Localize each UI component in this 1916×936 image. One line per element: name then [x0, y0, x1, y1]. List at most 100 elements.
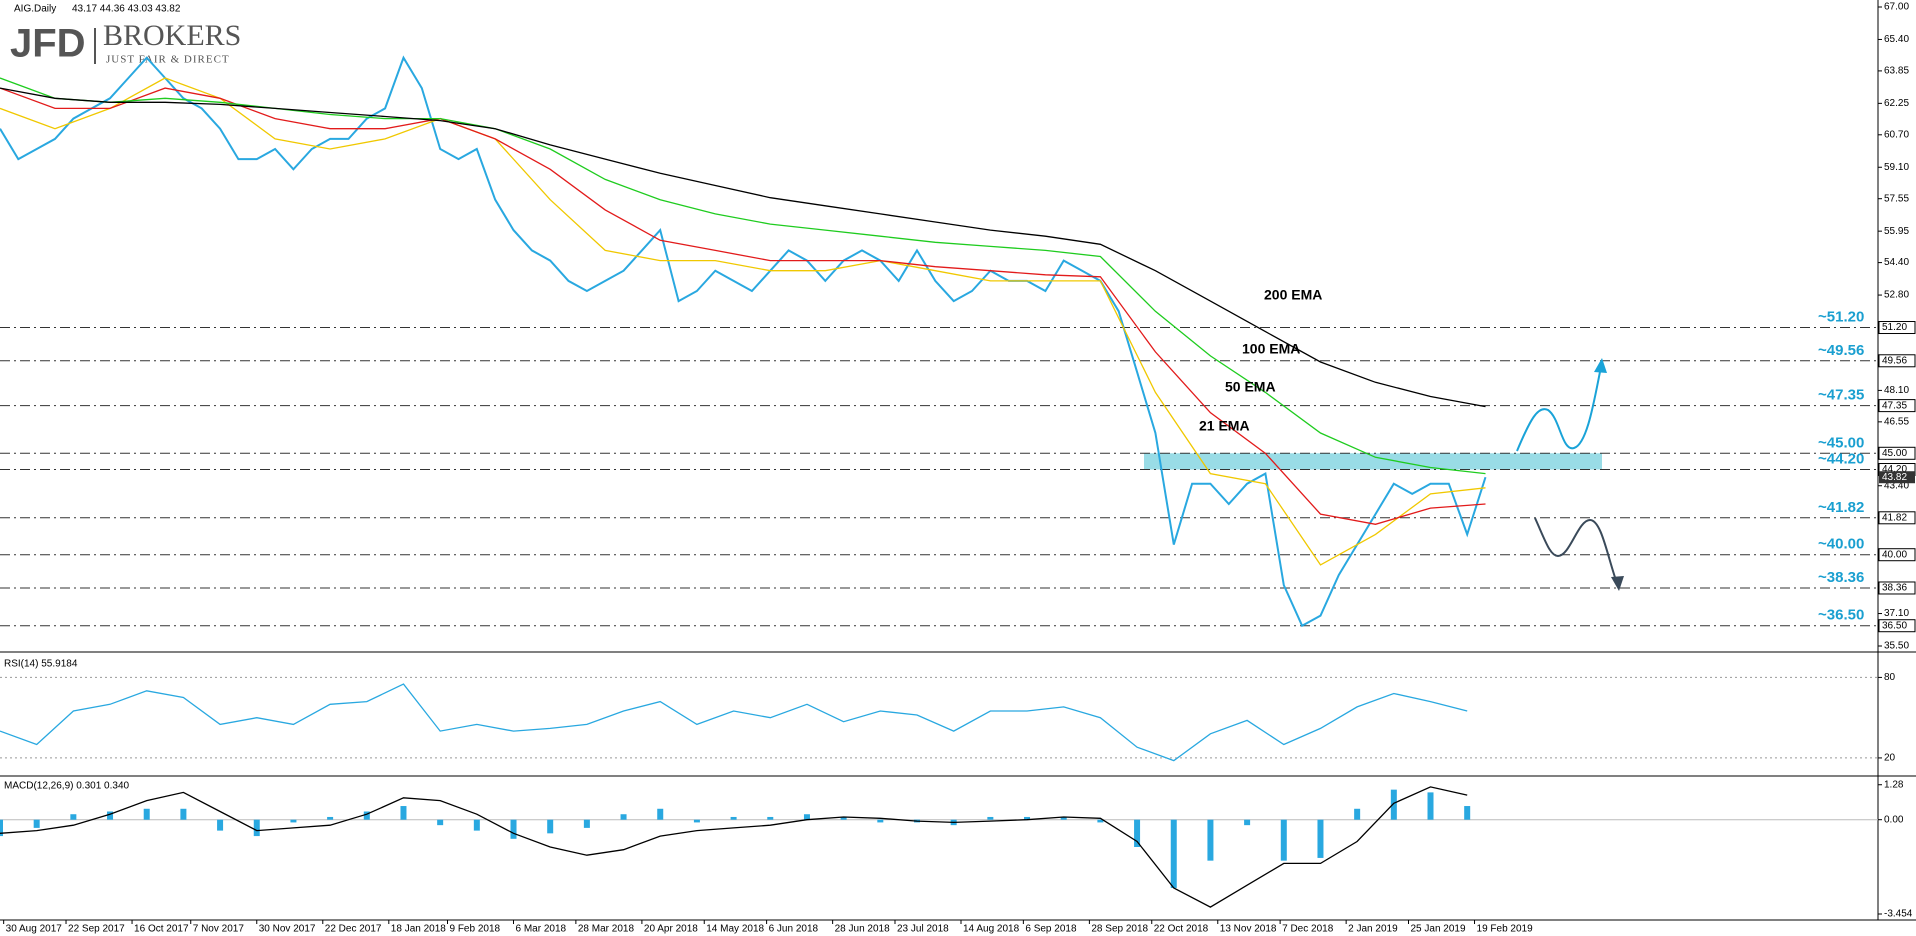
indicator-line	[0, 786, 1468, 908]
x-tick-label: 6 Jun 2018	[769, 924, 819, 935]
arrowhead-up	[1594, 358, 1607, 373]
histogram-bar	[107, 811, 114, 820]
x-tick-label: 22 Oct 2018	[1154, 924, 1209, 935]
histogram-bar	[1317, 819, 1324, 858]
histogram-bar	[363, 811, 370, 820]
y-tick-label: 67.00	[1884, 2, 1909, 13]
x-tick-label: 20 Apr 2018	[644, 924, 698, 935]
level-axis-label: 44.20	[1882, 464, 1907, 475]
last-price-label: 43.82	[1882, 472, 1907, 483]
indicator-line	[0, 77, 1486, 475]
level-axis-label: 49.56	[1882, 355, 1907, 366]
logo-name: BROKERS	[103, 19, 241, 52]
y-tick-label: 59.10	[1884, 162, 1909, 173]
x-tick-label: 7 Nov 2017	[193, 924, 245, 935]
x-tick-label: 7 Dec 2018	[1282, 924, 1334, 935]
histogram-bar	[327, 816, 334, 820]
y-tick-label: 80	[1884, 672, 1896, 683]
histogram-bar	[290, 819, 297, 823]
x-tick-label: 22 Sep 2017	[68, 924, 125, 935]
price-line	[0, 55, 1487, 628]
histogram-bar	[143, 808, 150, 820]
histogram-bar	[70, 814, 77, 820]
histogram-bar	[1134, 819, 1141, 847]
y-tick-label: 65.40	[1884, 34, 1909, 45]
histogram-bar	[1170, 819, 1177, 888]
level-label: ~41.82	[1818, 499, 1864, 516]
level-axis-label: 45.00	[1882, 448, 1907, 459]
level-label: ~44.20	[1818, 450, 1864, 467]
x-tick-label: 6 Sep 2018	[1025, 924, 1077, 935]
histogram-bar	[1464, 806, 1471, 820]
indicator-line	[0, 683, 1468, 762]
level-axis-label: 47.35	[1882, 400, 1907, 411]
x-tick-label: 18 Jan 2018	[391, 924, 446, 935]
histogram-bar	[437, 819, 444, 826]
histogram-bar	[987, 816, 994, 820]
scenario-down	[1534, 517, 1619, 587]
histogram-bar	[657, 808, 664, 820]
y-tick-label: 62.25	[1884, 98, 1909, 109]
quote: 43.17 44.36 43.03 43.82	[72, 4, 181, 15]
logo-mark: JFD	[10, 22, 86, 66]
indicator-line	[0, 87, 1486, 408]
x-tick-label: 28 Jun 2018	[835, 924, 890, 935]
x-tick-label: 28 Mar 2018	[578, 924, 635, 935]
level-box	[1878, 581, 1916, 595]
resistance-zone	[1144, 453, 1602, 470]
scenario-up	[1516, 361, 1603, 452]
level-axis-label: 36.50	[1882, 620, 1907, 631]
symbol: AIG.Daily	[14, 4, 56, 15]
level-axis-label: 51.20	[1882, 322, 1907, 333]
level-label: ~51.20	[1818, 308, 1864, 325]
level-label: ~49.56	[1818, 342, 1864, 359]
ema-label: 200 EMA	[1264, 287, 1322, 303]
x-tick-label: 14 Aug 2018	[963, 924, 1020, 935]
last-price-box	[1879, 471, 1915, 484]
histogram-bar	[583, 819, 590, 828]
indicator-line	[0, 77, 1486, 566]
histogram-bar	[547, 819, 554, 834]
histogram-bar	[33, 819, 40, 828]
histogram-bar	[1097, 819, 1104, 823]
y-tick-label: 55.95	[1884, 226, 1909, 237]
x-tick-label: 25 Jan 2019	[1411, 924, 1466, 935]
level-label: ~36.50	[1818, 607, 1864, 624]
level-label: ~47.35	[1818, 387, 1864, 404]
ema-label: 100 EMA	[1242, 341, 1300, 357]
histogram-bar	[400, 806, 407, 820]
histogram-bar	[473, 819, 480, 831]
y-tick-label: 46.55	[1884, 416, 1909, 427]
x-tick-label: 13 Nov 2018	[1220, 924, 1277, 935]
level-label: ~38.36	[1818, 569, 1864, 586]
level-box	[1878, 321, 1916, 335]
y-tick-label: 35.50	[1884, 641, 1909, 652]
y-tick-label: 1.28	[1884, 779, 1904, 790]
y-tick-label: 37.10	[1884, 608, 1909, 619]
y-tick-label: 48.10	[1884, 385, 1909, 396]
level-axis-label: 41.82	[1882, 512, 1907, 523]
macd-title: MACD(12,26,9) 0.301 0.340	[4, 781, 130, 792]
ema-label: 50 EMA	[1225, 379, 1276, 395]
histogram-bar	[217, 819, 224, 831]
y-tick-label: 60.70	[1884, 129, 1909, 140]
histogram-bar	[0, 819, 3, 837]
logo-tagline: JUST FAIR & DIRECT	[106, 54, 230, 66]
x-tick-label: 22 Dec 2017	[325, 924, 382, 935]
x-tick-label: 14 May 2018	[706, 924, 764, 935]
level-box	[1878, 619, 1916, 633]
y-tick-label: 20	[1884, 753, 1896, 764]
level-label: ~40.00	[1818, 536, 1864, 553]
y-tick-label: -3.454	[1884, 909, 1913, 920]
y-tick-label: 52.80	[1884, 290, 1909, 301]
arrowhead-down	[1611, 576, 1624, 591]
x-tick-label: 2 Jan 2019	[1348, 924, 1398, 935]
level-box	[1878, 354, 1916, 368]
x-tick-label: 9 Feb 2018	[449, 924, 500, 935]
y-tick-label: 54.40	[1884, 257, 1909, 268]
level-label: ~45.00	[1818, 434, 1864, 451]
y-tick-label: 63.85	[1884, 66, 1909, 77]
histogram-bar	[767, 816, 774, 820]
